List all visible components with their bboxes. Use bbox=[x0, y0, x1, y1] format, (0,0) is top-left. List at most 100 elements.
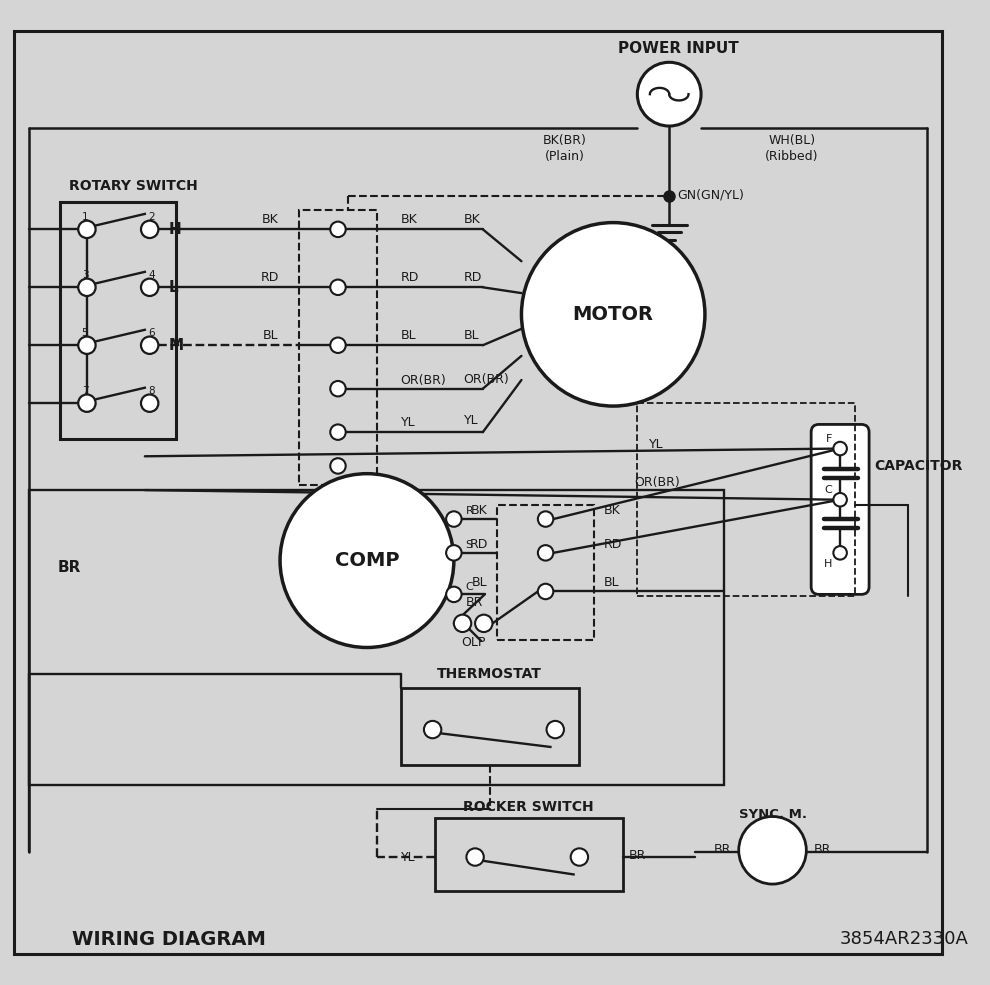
Text: M: M bbox=[169, 338, 184, 353]
Text: YL: YL bbox=[649, 438, 664, 451]
Text: S: S bbox=[465, 540, 472, 551]
Bar bbox=[435, 819, 623, 890]
Text: POWER INPUT: POWER INPUT bbox=[619, 41, 740, 56]
Text: BK: BK bbox=[463, 213, 480, 227]
Bar bbox=[638, 403, 854, 596]
Circle shape bbox=[546, 721, 564, 739]
Circle shape bbox=[570, 848, 588, 866]
Text: 6: 6 bbox=[148, 328, 154, 338]
Bar bbox=[299, 210, 376, 486]
Text: RD: RD bbox=[469, 538, 488, 551]
Circle shape bbox=[446, 511, 461, 527]
Circle shape bbox=[453, 615, 471, 632]
Text: BK(BR): BK(BR) bbox=[543, 134, 587, 147]
Circle shape bbox=[331, 280, 346, 295]
Text: C: C bbox=[465, 582, 473, 592]
Text: OR(BR): OR(BR) bbox=[634, 476, 679, 489]
Text: RD: RD bbox=[401, 271, 419, 284]
Circle shape bbox=[78, 279, 96, 296]
Circle shape bbox=[834, 442, 846, 455]
Text: BL: BL bbox=[604, 576, 619, 589]
Circle shape bbox=[446, 587, 461, 602]
Circle shape bbox=[475, 615, 492, 632]
Circle shape bbox=[538, 545, 553, 560]
Bar bbox=[29, 491, 725, 785]
Text: R: R bbox=[465, 506, 473, 516]
Text: 3854AR2330A: 3854AR2330A bbox=[841, 930, 969, 949]
Circle shape bbox=[141, 279, 158, 296]
Text: BR: BR bbox=[629, 849, 646, 862]
Text: OR(BR): OR(BR) bbox=[401, 373, 446, 386]
Circle shape bbox=[834, 492, 846, 506]
Text: (Plain): (Plain) bbox=[544, 151, 585, 164]
Circle shape bbox=[141, 221, 158, 238]
Text: OLP: OLP bbox=[461, 636, 485, 649]
Text: CAPACITOR: CAPACITOR bbox=[874, 459, 962, 473]
Text: BL: BL bbox=[401, 329, 417, 342]
Circle shape bbox=[141, 337, 158, 354]
Text: H: H bbox=[824, 559, 833, 569]
Text: YL: YL bbox=[401, 850, 415, 864]
Text: BK: BK bbox=[471, 504, 488, 517]
Text: BR: BR bbox=[814, 843, 832, 856]
Text: 2: 2 bbox=[148, 212, 154, 222]
Text: C: C bbox=[825, 485, 833, 495]
Text: L: L bbox=[169, 280, 178, 295]
Circle shape bbox=[280, 474, 453, 647]
Text: BK: BK bbox=[262, 213, 279, 227]
Text: BK: BK bbox=[401, 213, 418, 227]
Text: 4: 4 bbox=[148, 270, 154, 280]
Text: BR: BR bbox=[58, 559, 81, 575]
Bar bbox=[497, 504, 594, 640]
Circle shape bbox=[538, 584, 553, 599]
Circle shape bbox=[538, 511, 553, 527]
Circle shape bbox=[78, 394, 96, 412]
Circle shape bbox=[424, 721, 442, 739]
Text: YL: YL bbox=[401, 416, 416, 429]
Text: BL: BL bbox=[463, 329, 479, 342]
Circle shape bbox=[522, 223, 705, 406]
Text: ROCKER SWITCH: ROCKER SWITCH bbox=[463, 800, 594, 814]
Circle shape bbox=[466, 848, 484, 866]
Circle shape bbox=[638, 62, 701, 126]
Circle shape bbox=[141, 394, 158, 412]
Text: ROTARY SWITCH: ROTARY SWITCH bbox=[69, 179, 198, 193]
Text: SYNC. M.: SYNC. M. bbox=[739, 808, 807, 821]
Text: THERMOSTAT: THERMOSTAT bbox=[438, 667, 543, 681]
Text: OR(BR): OR(BR) bbox=[463, 372, 509, 385]
FancyBboxPatch shape bbox=[811, 425, 869, 594]
Circle shape bbox=[331, 458, 346, 474]
Text: (Ribbed): (Ribbed) bbox=[765, 151, 819, 164]
Text: 3: 3 bbox=[81, 270, 88, 280]
Text: MOTOR: MOTOR bbox=[572, 304, 653, 324]
Text: H: H bbox=[169, 222, 182, 236]
Text: BR: BR bbox=[714, 843, 731, 856]
Text: BK: BK bbox=[604, 504, 621, 517]
Circle shape bbox=[78, 221, 96, 238]
Text: 8: 8 bbox=[148, 385, 154, 396]
Circle shape bbox=[331, 222, 346, 237]
Text: WH(BL): WH(BL) bbox=[768, 134, 816, 147]
Circle shape bbox=[331, 381, 346, 396]
Text: BL: BL bbox=[262, 329, 278, 342]
Circle shape bbox=[739, 817, 806, 885]
Text: BR: BR bbox=[465, 596, 483, 609]
Text: RD: RD bbox=[604, 538, 622, 551]
Circle shape bbox=[834, 546, 846, 559]
Circle shape bbox=[78, 337, 96, 354]
Circle shape bbox=[331, 338, 346, 353]
Text: RD: RD bbox=[463, 271, 482, 284]
Text: RD: RD bbox=[261, 271, 279, 284]
Text: GN(GN/YL): GN(GN/YL) bbox=[677, 188, 743, 201]
Text: 1: 1 bbox=[81, 212, 88, 222]
Bar bbox=[59, 202, 176, 439]
Text: WIRING DIAGRAM: WIRING DIAGRAM bbox=[72, 930, 266, 949]
Circle shape bbox=[331, 425, 346, 440]
Circle shape bbox=[446, 545, 461, 560]
Text: F: F bbox=[826, 434, 833, 444]
Text: BL: BL bbox=[472, 576, 488, 589]
Bar bbox=[401, 689, 579, 765]
Text: COMP: COMP bbox=[335, 551, 399, 570]
Text: YL: YL bbox=[463, 414, 478, 427]
Text: 7: 7 bbox=[81, 385, 88, 396]
